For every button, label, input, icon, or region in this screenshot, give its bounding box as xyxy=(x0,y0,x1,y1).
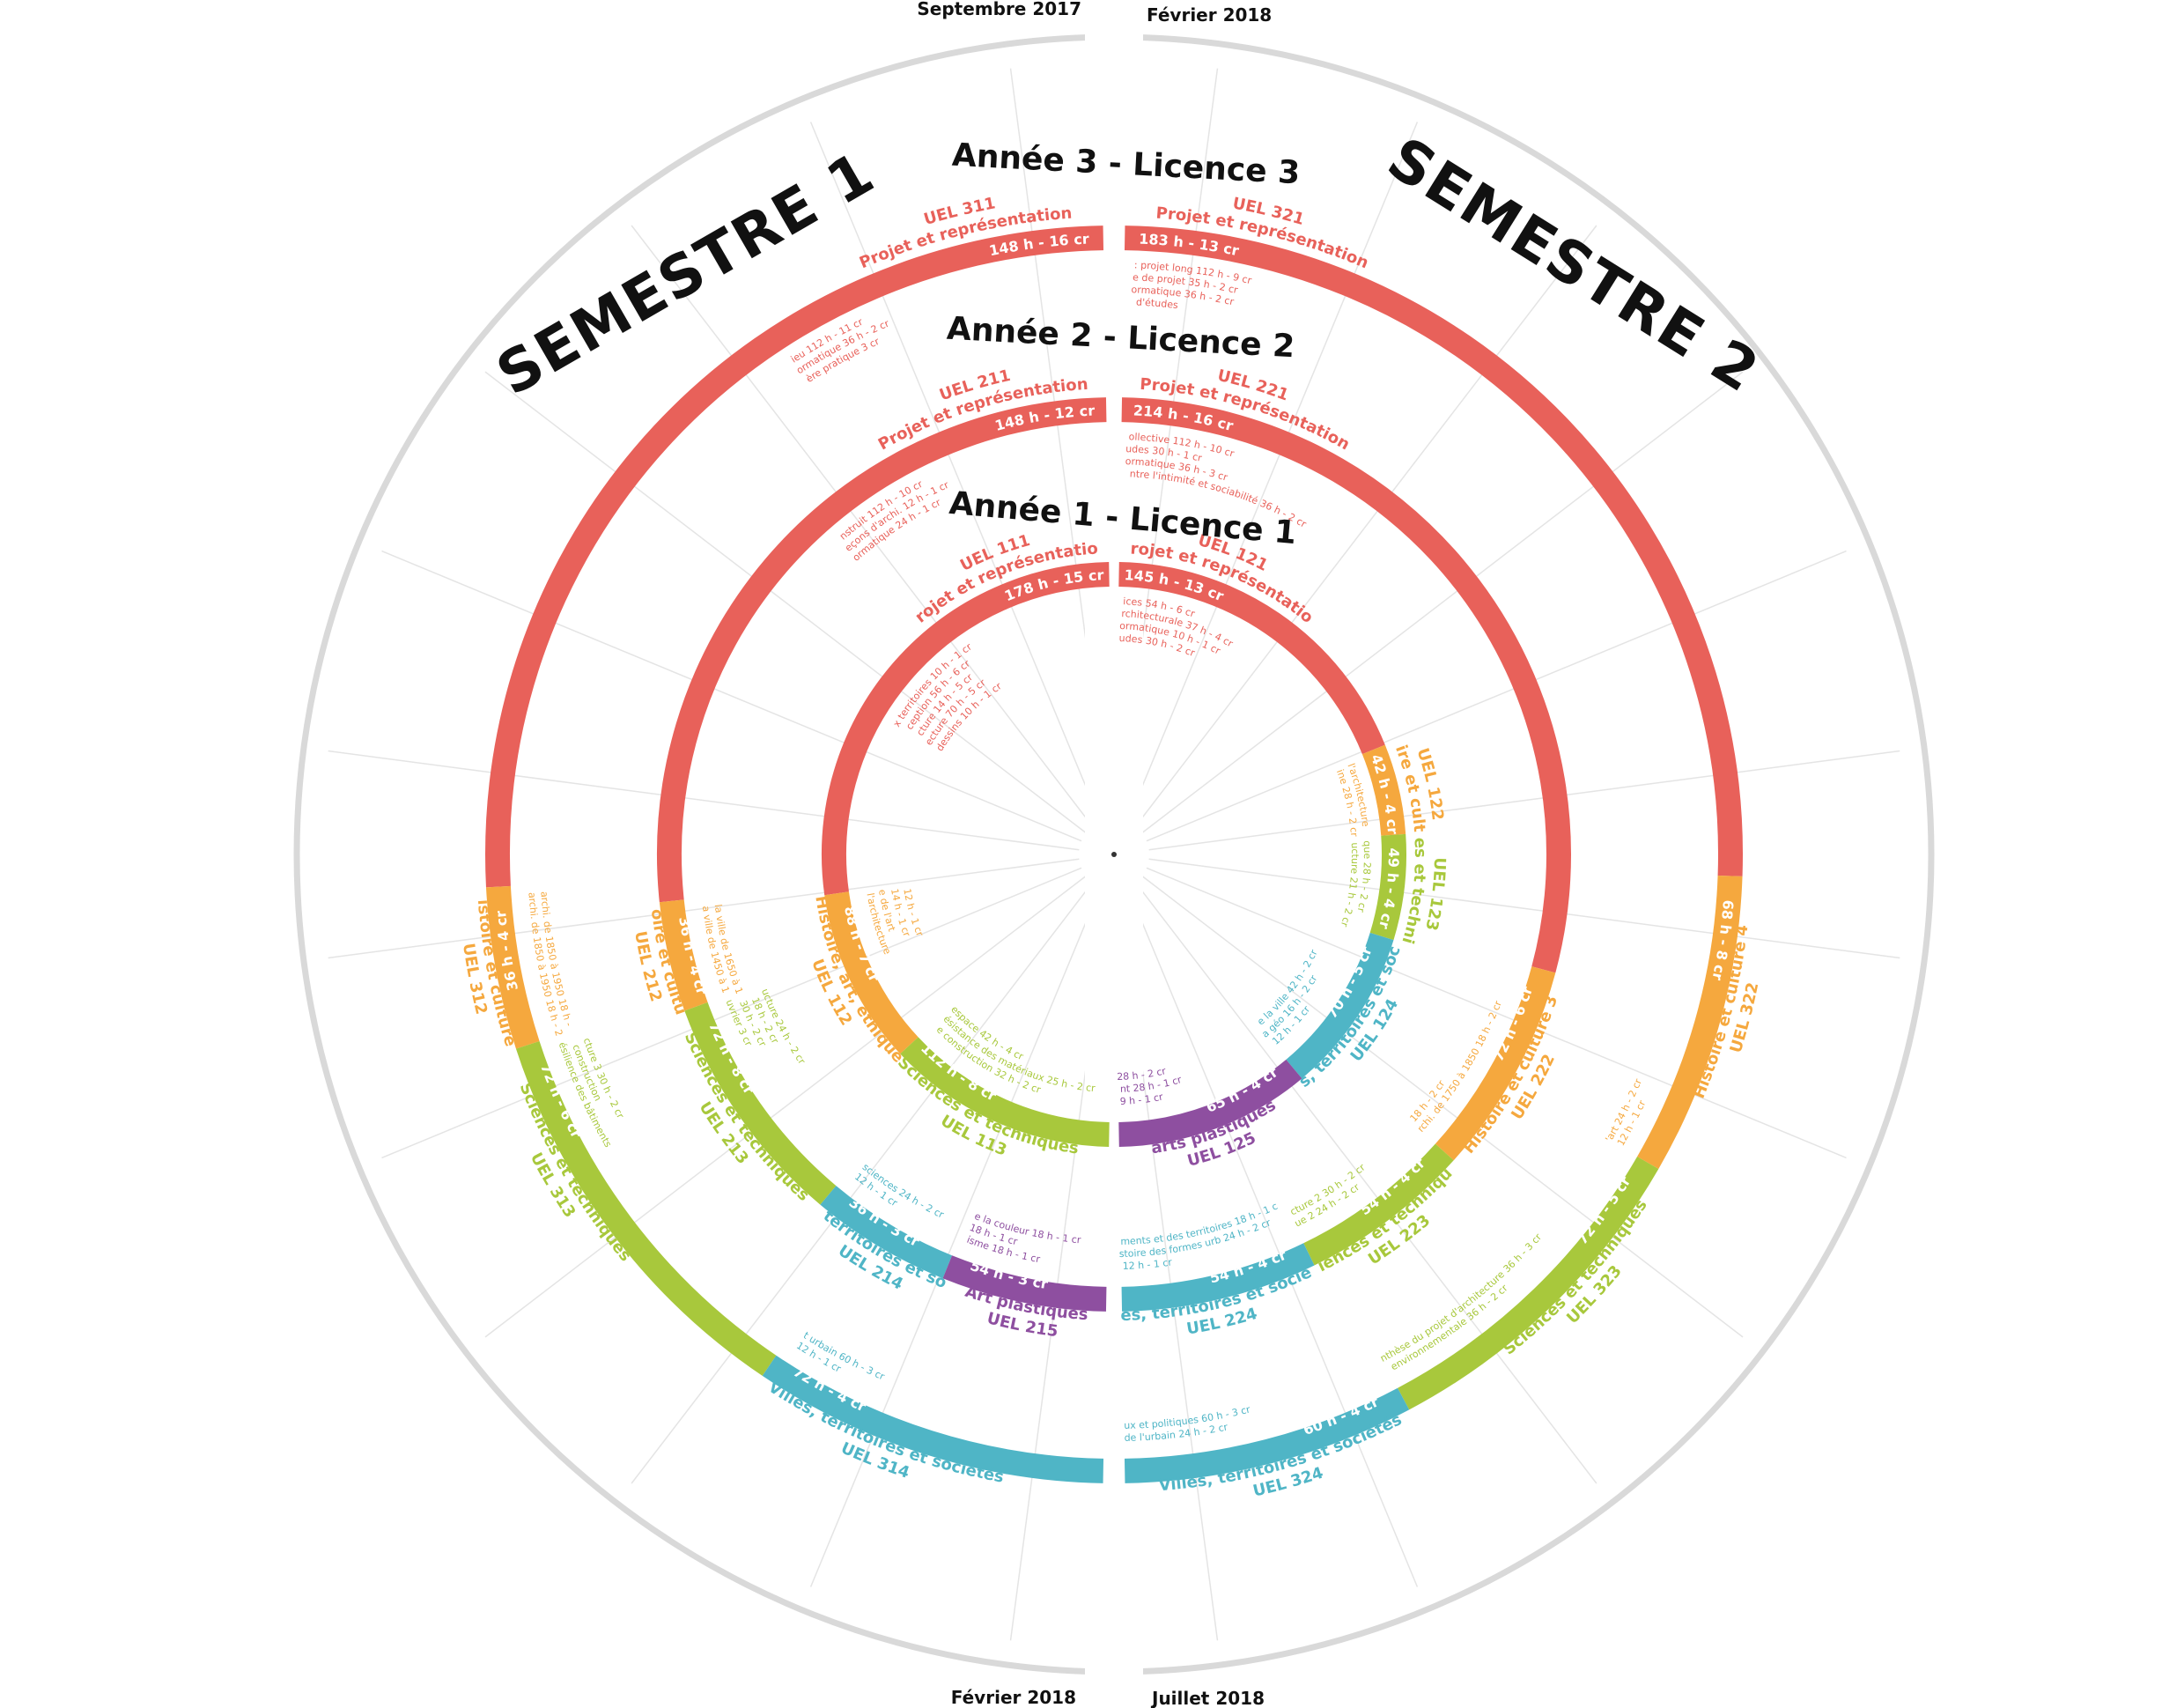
detail-line: • Options graphisme 18 h - 1 cr xyxy=(0,0,1041,1265)
band-uel-322 xyxy=(1637,875,1743,1169)
band-uel-125 xyxy=(1118,1059,1302,1147)
band-uel-215 xyxy=(942,1255,1107,1312)
detail-line: • Éthique 14 h - 1 cr xyxy=(0,0,912,939)
detail-line: • Stage en première pratique 3 cr xyxy=(0,0,882,385)
band-uel-312 xyxy=(485,885,540,1049)
detail-line: • L'époque contemporaine 2 : l'archi. de… xyxy=(0,0,564,1038)
ring-bands xyxy=(485,226,1743,1483)
band-uel-213 xyxy=(684,1002,837,1205)
band-uel-311 xyxy=(485,226,1104,888)
detail-line: • Représentation informatique 24 h - 1 c… xyxy=(0,0,943,564)
uel-name: Histoire et culture 4 xyxy=(0,0,521,1054)
band-uel-122 xyxy=(1361,744,1406,837)
band-uel-314 xyxy=(762,1355,1104,1483)
spoke-line xyxy=(381,550,1082,842)
spoke-line xyxy=(1134,882,1597,1484)
detail-line: • Projet et théories, 12 leçons d'archi.… xyxy=(0,0,951,554)
hours-label: 183 h - 13 cr xyxy=(1139,231,1241,260)
spoke-line xyxy=(1146,550,1847,842)
band-uel-212 xyxy=(659,899,708,1011)
date-bottom-left: Février 2018 xyxy=(951,1687,1076,1708)
band-uel-224 xyxy=(1121,1243,1315,1312)
hours-label: 148 h - 16 cr xyxy=(988,231,1090,260)
band-uel-313 xyxy=(515,1040,777,1376)
detail-line: • Projet : l'espace construit 112 h - 10… xyxy=(0,0,925,543)
spoke-line xyxy=(809,886,1102,1587)
band-uel-111 xyxy=(821,562,1110,896)
band-uel-121 xyxy=(1118,562,1385,755)
spoke-line xyxy=(1148,858,1900,959)
band-uel-211 xyxy=(657,397,1107,903)
spoke-line xyxy=(484,371,1087,834)
band-uel-124 xyxy=(1286,932,1394,1079)
detail-line: • Langues 12 h - 1 cr xyxy=(0,0,926,938)
semester-2-title: SEMESTRE 2 xyxy=(1376,124,1772,406)
spoke-line xyxy=(631,225,1094,827)
detail-line: • Projet édifice lieu 112 h - 11 cr xyxy=(0,0,865,366)
band-uel-123 xyxy=(1369,833,1406,941)
detail-line: • Langues 12 h - 1 cr xyxy=(0,0,844,1375)
spoke-line xyxy=(328,750,1080,851)
detail-line: • Stage ouvrier 3 cr xyxy=(0,0,755,1048)
spoke-line xyxy=(328,858,1080,959)
uel-name: Histoire et culture 2 xyxy=(0,0,690,1017)
date-top-right: Février 2018 xyxy=(1147,4,1272,26)
band-uel-321 xyxy=(1124,226,1743,876)
spoke-line xyxy=(1148,750,1900,851)
detail-line: • L'époque moderne 2 : l'archi. et la vi… xyxy=(0,0,745,995)
spoke-line xyxy=(1126,122,1419,823)
detail-line: • Histoire de l'architecture xyxy=(0,0,893,957)
band-uel-222 xyxy=(1435,966,1556,1161)
band-uel-221 xyxy=(1121,397,1571,973)
detail-line: • Histoire de l'art xyxy=(0,0,897,934)
date-bottom-right: Juillet 2018 xyxy=(1150,1688,1265,1708)
spoke-line xyxy=(484,875,1087,1338)
detail-line: • Représentation informatique 36 h - 2 c… xyxy=(0,0,891,376)
uel-name: Sciences et techniques xyxy=(1500,1196,1650,1358)
spoke-line xyxy=(1126,886,1419,1587)
spoke-line xyxy=(631,882,1094,1484)
band-uel-323 xyxy=(1398,1156,1659,1410)
date-top-left: Septembre 2017 xyxy=(917,0,1081,19)
band-uel-223 xyxy=(1303,1143,1454,1266)
spoke-line xyxy=(1134,225,1597,827)
detail-line: • Structure 30 h - 2 cr xyxy=(0,0,769,1049)
detail-line: • Matériaux et éléments de construction … xyxy=(0,0,1043,1096)
detail-line: • Dessin d'architecture 70 h - 5 cr xyxy=(0,0,988,747)
spoke-line xyxy=(381,867,1082,1159)
spoke-line xyxy=(809,122,1102,823)
band-uel-113 xyxy=(900,1037,1110,1147)
band-uel-112 xyxy=(824,891,919,1054)
center-dot xyxy=(1111,852,1117,857)
detail-line: • Éléments de structure 3 30 h - 2 cr xyxy=(0,0,626,1120)
band-uel-214 xyxy=(820,1186,953,1279)
band-uel-324 xyxy=(1124,1387,1410,1483)
spoke-line xyxy=(1141,371,1744,834)
spoke-line xyxy=(1146,867,1847,1159)
spoke-line xyxy=(1141,875,1744,1338)
